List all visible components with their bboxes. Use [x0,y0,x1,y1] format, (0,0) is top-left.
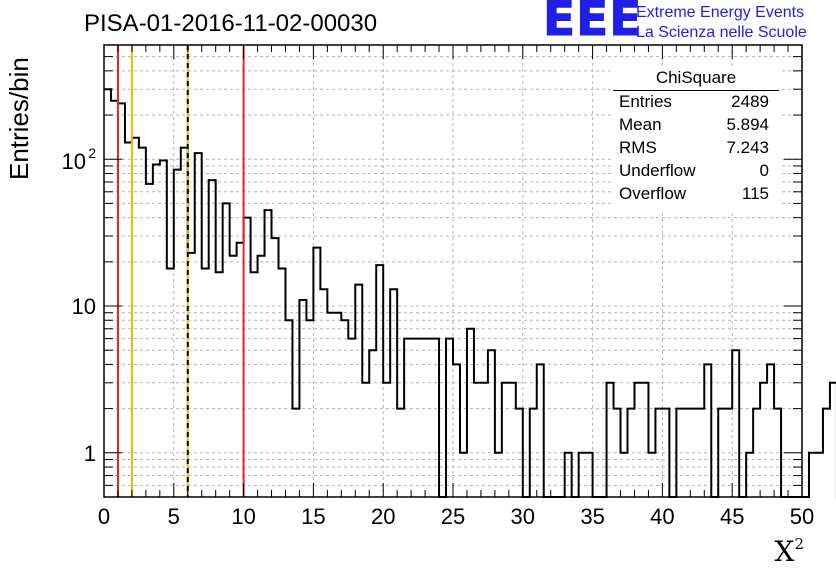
stats-label: Overflow [619,184,687,203]
histogram-bin [446,339,453,497]
x-tick-label: 45 [720,504,744,529]
logo-line-2: La Scienza nelle Scuole [636,24,807,41]
histogram-bin [488,350,495,497]
y-tick-label: 10 [62,149,86,174]
histogram-bin [481,383,488,497]
eee-logo: EEE Extreme Energy Events La Scienza nel… [540,0,830,47]
histogram-bin [453,364,460,497]
histogram-bin [732,350,739,497]
histogram-bin [823,409,830,497]
stats-value: 2489 [731,92,769,111]
histogram-bin [467,329,474,497]
plot-title: PISA-01-2016-11-02-00030 [84,10,378,37]
histogram-bin [104,89,111,497]
histogram-bin [607,383,614,497]
x-tick-label: 50 [790,504,814,529]
histogram-bin [272,238,279,497]
x-tick-label: 20 [371,504,395,529]
histogram-bin [816,453,823,497]
histogram-bin [376,265,383,497]
y-tick-label-exponent: 2 [88,145,96,161]
stats-row-entries: Entries 2489 [619,92,769,114]
histogram-bin [641,383,648,497]
stats-label: Underflow [619,161,696,180]
histogram-bin [230,256,237,497]
x-tick-label: 0 [98,504,110,529]
histogram-bin [362,383,369,497]
x-tick-label: 15 [301,504,325,529]
stats-box: ChiSquare Entries 2489 Mean 5.894 RMS 7.… [613,68,779,210]
stats-row-overflow: Overflow 115 [619,184,769,206]
histogram-bin [411,339,418,497]
histogram-bin [704,364,711,497]
x-tick-label: 40 [650,504,674,529]
histogram-bin [418,339,425,497]
x-axis-label: X2 [775,535,804,568]
histogram-bin [334,313,341,497]
x-tick-label: 5 [168,504,180,529]
stats-label: Mean [619,115,662,134]
histogram-bin [767,364,774,497]
histogram-bin [383,383,390,497]
stats-label: Entries [619,92,672,111]
reference-lines-layer [116,45,245,497]
x-tick-label: 35 [580,504,604,529]
stats-title-rule [613,90,779,91]
stats-value: 0 [759,161,769,180]
stats-value: 115 [741,184,769,203]
histogram-bin [265,210,272,497]
x-axis-label-text: X [774,535,795,568]
x-tick-label: 25 [441,504,465,529]
histogram-bin [432,339,439,497]
histogram-bin [118,103,125,497]
histogram-bin [139,148,146,497]
logo-line-1: Extreme Energy Events [636,4,805,21]
histogram-bin [425,339,432,497]
x-tick-label: 30 [511,504,535,529]
histogram-bin [809,453,816,497]
histogram-bin [146,184,153,497]
histogram-layer [104,88,836,498]
histogram-bin [502,383,509,497]
x-axis-label-superscript: 2 [794,535,804,553]
stats-row-rms: RMS 7.243 [619,138,769,160]
histogram-bin [327,313,334,497]
y-axis-label: Entries/bin [4,57,34,180]
x-tick-label: 10 [231,504,255,529]
histogram-bin [111,101,118,497]
histogram-bin [760,383,767,497]
histogram-bin [237,243,244,497]
histogram-bin [404,339,411,497]
histogram-bin [537,364,544,497]
histogram-bin [509,383,516,497]
histogram-bin [153,165,160,497]
histogram-bin [195,153,202,497]
histogram-bin [188,253,195,497]
histogram-bin [258,256,265,497]
stats-value: 5.894 [726,115,769,134]
logo-mark: EEE [542,0,643,47]
y-tick-label: 1 [84,441,96,466]
histogram-bin [348,339,355,497]
stats-row-underflow: Underflow 0 [619,161,769,183]
stats-value: 7.243 [726,138,769,157]
histogram-bin [474,383,481,497]
y-tick-label: 10 [72,294,96,319]
histogram-bin [355,285,362,497]
histogram-bin [174,170,181,497]
histogram-bin [634,383,641,497]
histogram-outline [104,88,836,498]
stats-label: RMS [619,138,657,157]
histogram-bin [181,148,188,497]
stats-title: ChiSquare [655,68,737,87]
stats-row-mean: Mean 5.894 [619,115,769,137]
histogram-bin [369,350,376,497]
histogram-bin [244,218,251,497]
